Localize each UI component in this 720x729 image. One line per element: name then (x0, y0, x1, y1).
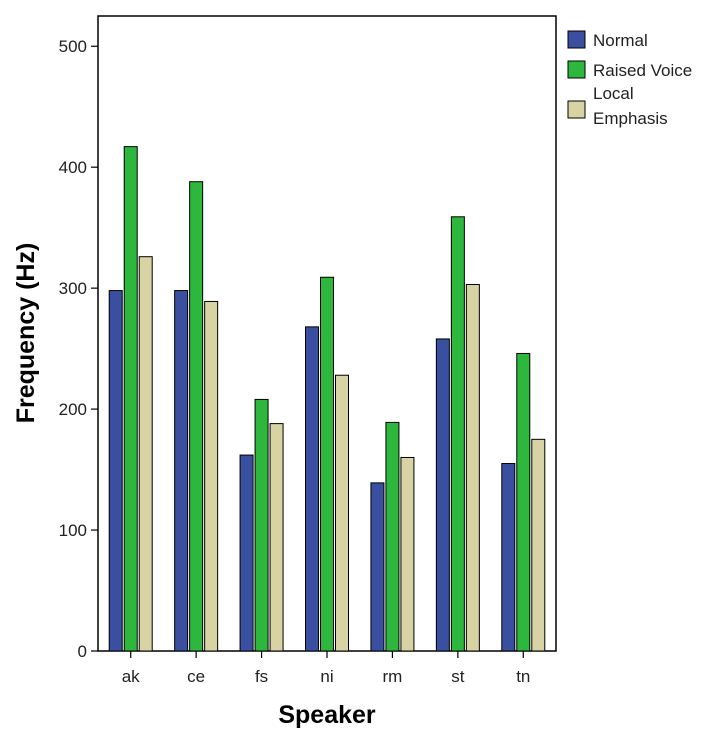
bar-rm-series-0 (370, 482, 385, 652)
legend-swatch-0 (567, 30, 586, 49)
y-tick-label: 300 (59, 279, 87, 298)
bars (108, 146, 546, 652)
bar-fs-series-0 (239, 454, 254, 652)
bar-ni-series-1 (320, 276, 334, 652)
bar-fs-series-2 (269, 423, 284, 652)
y-tick-label: 500 (59, 37, 87, 56)
bar-ni-series-0 (305, 326, 319, 652)
bar-ce-series-2 (204, 300, 219, 652)
bar-st-series-1 (450, 216, 465, 652)
y-tick-label: 100 (59, 521, 87, 540)
bar-ak-series-2 (138, 256, 153, 652)
bar-tn-series-0 (501, 463, 516, 652)
x-tick-label-ni: ni (320, 667, 333, 686)
bar-ak-series-0 (108, 290, 123, 652)
legend-label-1: Raised Voice (593, 61, 692, 80)
x-tick-label-ce: ce (187, 667, 205, 686)
bar-rm-series-2 (400, 456, 415, 652)
legend-label-0: Normal (593, 31, 648, 50)
x-tick-label-st: st (451, 667, 465, 686)
bar-ni-series-2 (335, 374, 349, 652)
bar-ak-series-1 (123, 146, 138, 652)
x-axis: ak ce fs ni rm st tn (122, 651, 530, 686)
x-tick-label-ak: ak (122, 667, 140, 686)
x-tick-label-rm: rm (383, 667, 403, 686)
y-axis-title: Frequency (Hz) (12, 243, 40, 424)
legend-swatch-1 (567, 60, 586, 79)
bar-st-series-2 (465, 284, 480, 652)
bar-rm-series-1 (385, 421, 400, 652)
bar-tn-series-1 (516, 352, 531, 652)
x-axis-title: Speaker (278, 701, 376, 729)
y-axis: 0 100 200 300 400 500 (59, 37, 98, 661)
legend-label-2: Local Emphasis (593, 84, 668, 128)
bar-ce-series-0 (174, 290, 189, 652)
bar-st-series-0 (435, 338, 450, 652)
x-tick-label-tn: tn (516, 667, 530, 686)
legend-swatch-2 (567, 100, 586, 119)
legend: Normal Raised Voice Local Emphasis (567, 30, 692, 128)
bar-ce-series-1 (189, 181, 204, 652)
y-tick-label: 200 (59, 400, 87, 419)
bar-tn-series-2 (531, 438, 546, 652)
y-tick-label: 0 (78, 642, 87, 661)
y-tick-label: 400 (59, 158, 87, 177)
bar-fs-series-1 (254, 398, 269, 652)
x-tick-label-fs: fs (255, 667, 268, 686)
